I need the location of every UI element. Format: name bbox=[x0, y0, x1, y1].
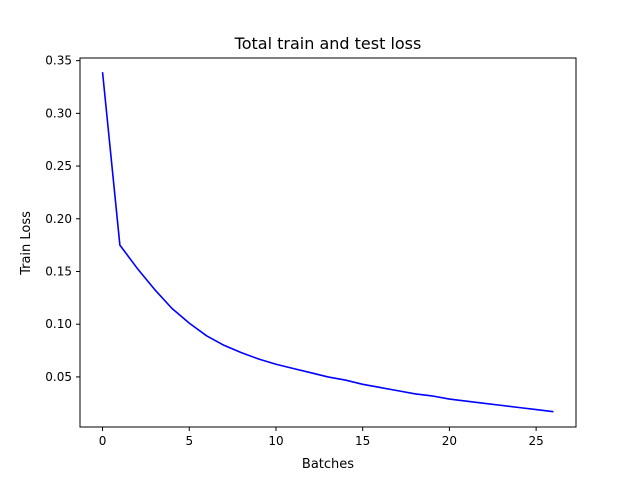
x-tick-label: 0 bbox=[99, 434, 107, 448]
series-line-0 bbox=[101, 72, 554, 413]
chart-title: Total train and test loss bbox=[234, 34, 422, 53]
x-axis-label: Batches bbox=[302, 457, 354, 472]
x-tick-label: 5 bbox=[185, 434, 193, 448]
y-axis-label: Train Loss bbox=[19, 211, 34, 276]
x-tick-label: 25 bbox=[528, 434, 543, 448]
y-tick-label: 0.20 bbox=[45, 212, 72, 226]
y-tick-label: 0.10 bbox=[45, 317, 72, 331]
plot-area: 0 5 10 15 20 25 0.05 0.10 0.15 0.20 0.25 0.30 0.35 bbox=[45, 54, 577, 448]
y-tick-label: 0.15 bbox=[45, 264, 72, 278]
axes-frame bbox=[79, 57, 577, 428]
x-tick-label: 10 bbox=[268, 434, 283, 448]
y-tick-label: 0.30 bbox=[45, 106, 72, 120]
x-tick-label: 15 bbox=[355, 434, 370, 448]
y-tick-label: 0.05 bbox=[45, 370, 72, 384]
y-tick-label: 0.25 bbox=[45, 159, 72, 173]
x-tick-label: 20 bbox=[442, 434, 457, 448]
y-tick-label: 0.35 bbox=[45, 54, 72, 68]
